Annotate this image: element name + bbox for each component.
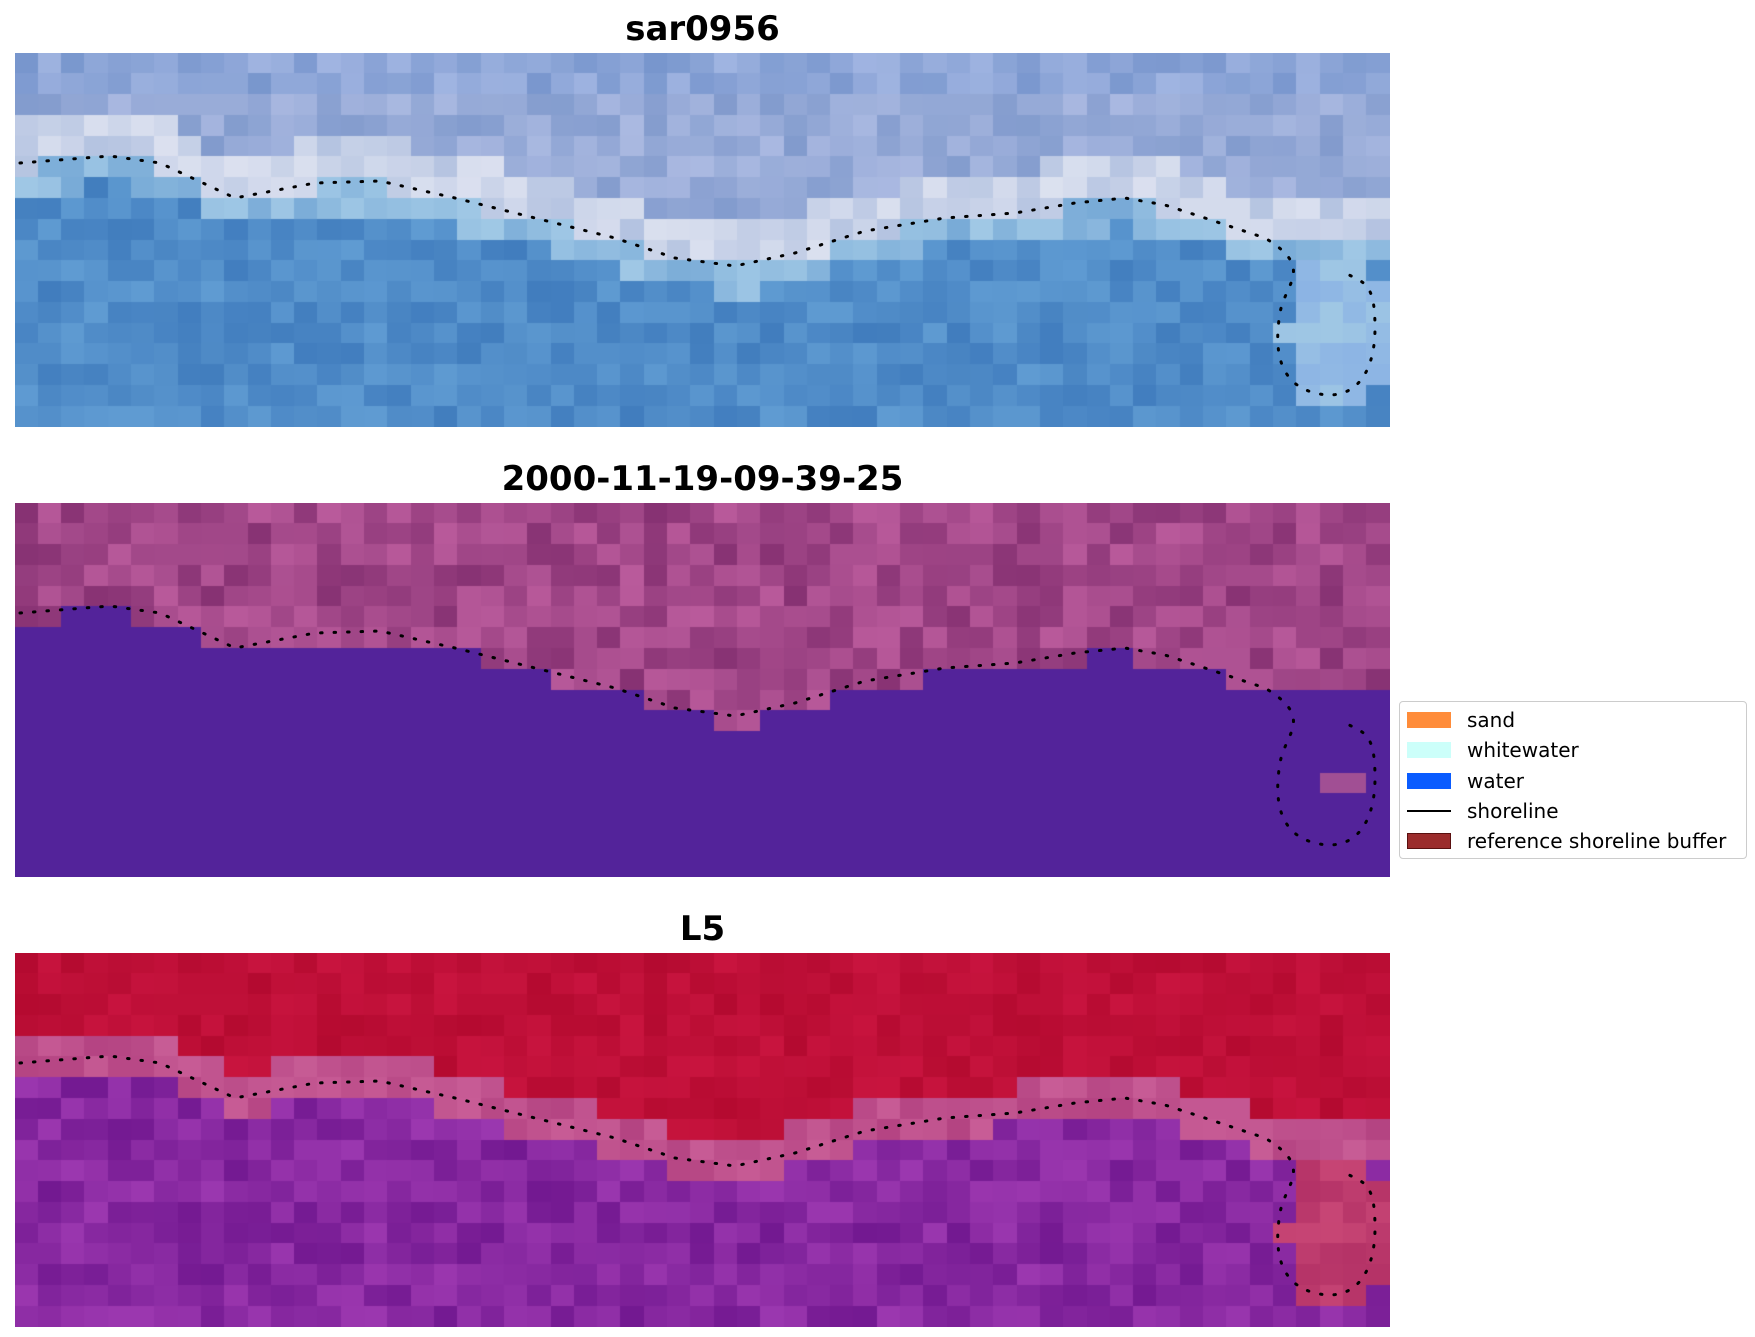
detected-shoreline	[18, 1054, 1377, 1297]
classified-image-panel	[15, 503, 1390, 877]
detected-shoreline	[18, 154, 1377, 397]
legend-item-shoreline: shoreline	[1407, 799, 1559, 823]
legend-label: water	[1467, 769, 1524, 793]
panel-title-rgb: sar0956	[625, 9, 780, 49]
reference-buffer-swatch	[1407, 833, 1451, 849]
legend-label: whitewater	[1467, 738, 1579, 762]
index-image	[15, 953, 1390, 1327]
legend-item-water: water	[1407, 769, 1524, 793]
rgb-image-panel	[15, 53, 1390, 427]
legend-item-reference-buffer: reference shoreline buffer	[1407, 829, 1726, 853]
shoreline-overlay	[18, 604, 1377, 847]
index-image-panel	[15, 953, 1390, 1327]
water-swatch	[1407, 773, 1451, 789]
legend-item-sand: sand	[1407, 708, 1515, 732]
legend-label: sand	[1467, 708, 1516, 732]
shoreline-line-swatch	[1407, 810, 1451, 812]
panel-title-index: L5	[679, 909, 726, 949]
legend-item-whitewater: whitewater	[1407, 738, 1579, 762]
rgb-image	[15, 53, 1390, 427]
whitewater-swatch	[1407, 742, 1451, 758]
sand-swatch	[1407, 712, 1451, 728]
legend-label: reference shoreline buffer	[1467, 829, 1727, 853]
legend: sand whitewater water shoreline referenc…	[1399, 701, 1747, 859]
detected-shoreline	[18, 604, 1377, 847]
classified-image	[15, 503, 1390, 877]
legend-label: shoreline	[1467, 799, 1559, 823]
panel-title-classified: 2000-11-19-09-39-25	[501, 459, 904, 499]
shoreline-overlay	[18, 1054, 1377, 1297]
shoreline-overlay	[18, 154, 1377, 397]
